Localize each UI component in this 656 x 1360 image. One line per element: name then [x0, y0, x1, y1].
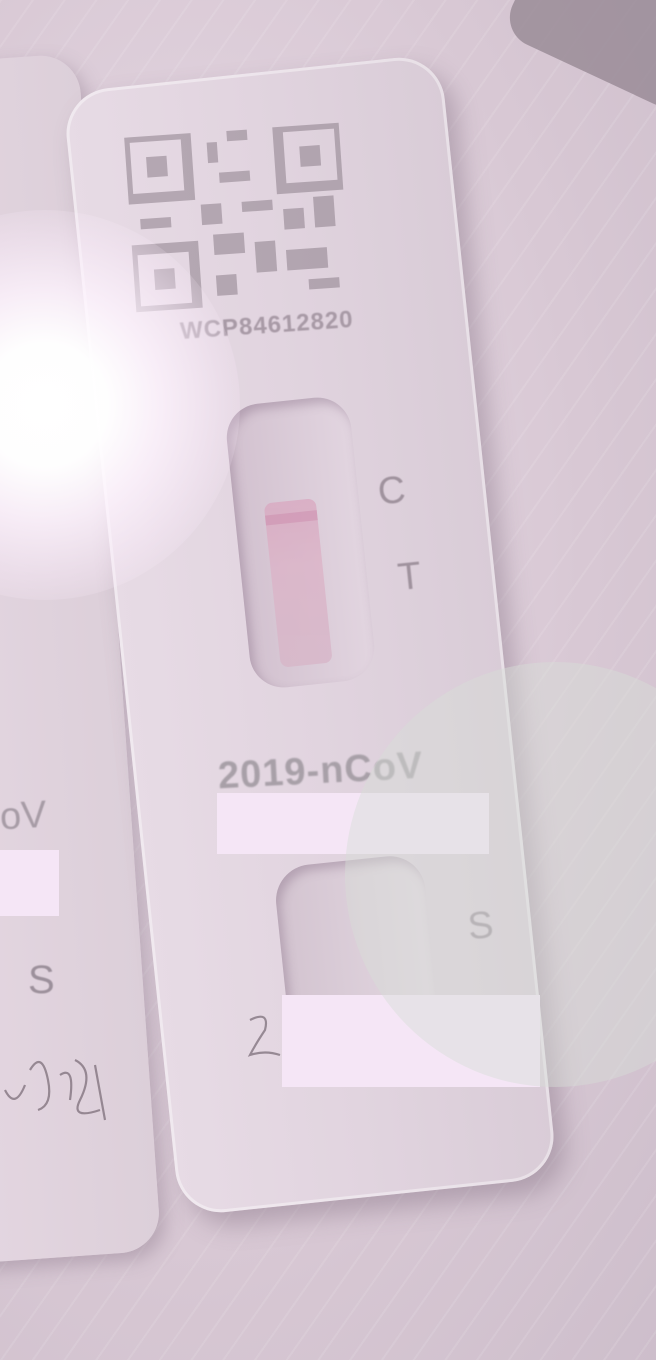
control-line — [264, 510, 318, 526]
left-handwriting — [4, 1059, 107, 1121]
left-sample-mark: S — [28, 958, 55, 1002]
control-mark: C — [375, 468, 408, 514]
redaction-box — [0, 850, 59, 916]
redaction-box — [282, 995, 540, 1087]
background-object — [500, 0, 656, 117]
qr-code — [124, 122, 349, 313]
test-strip — [263, 498, 333, 668]
redaction-box — [217, 793, 489, 854]
cassette-handwriting — [247, 1015, 281, 1057]
test-mark: T — [395, 554, 424, 600]
left-cassette-label: oV — [0, 793, 48, 839]
